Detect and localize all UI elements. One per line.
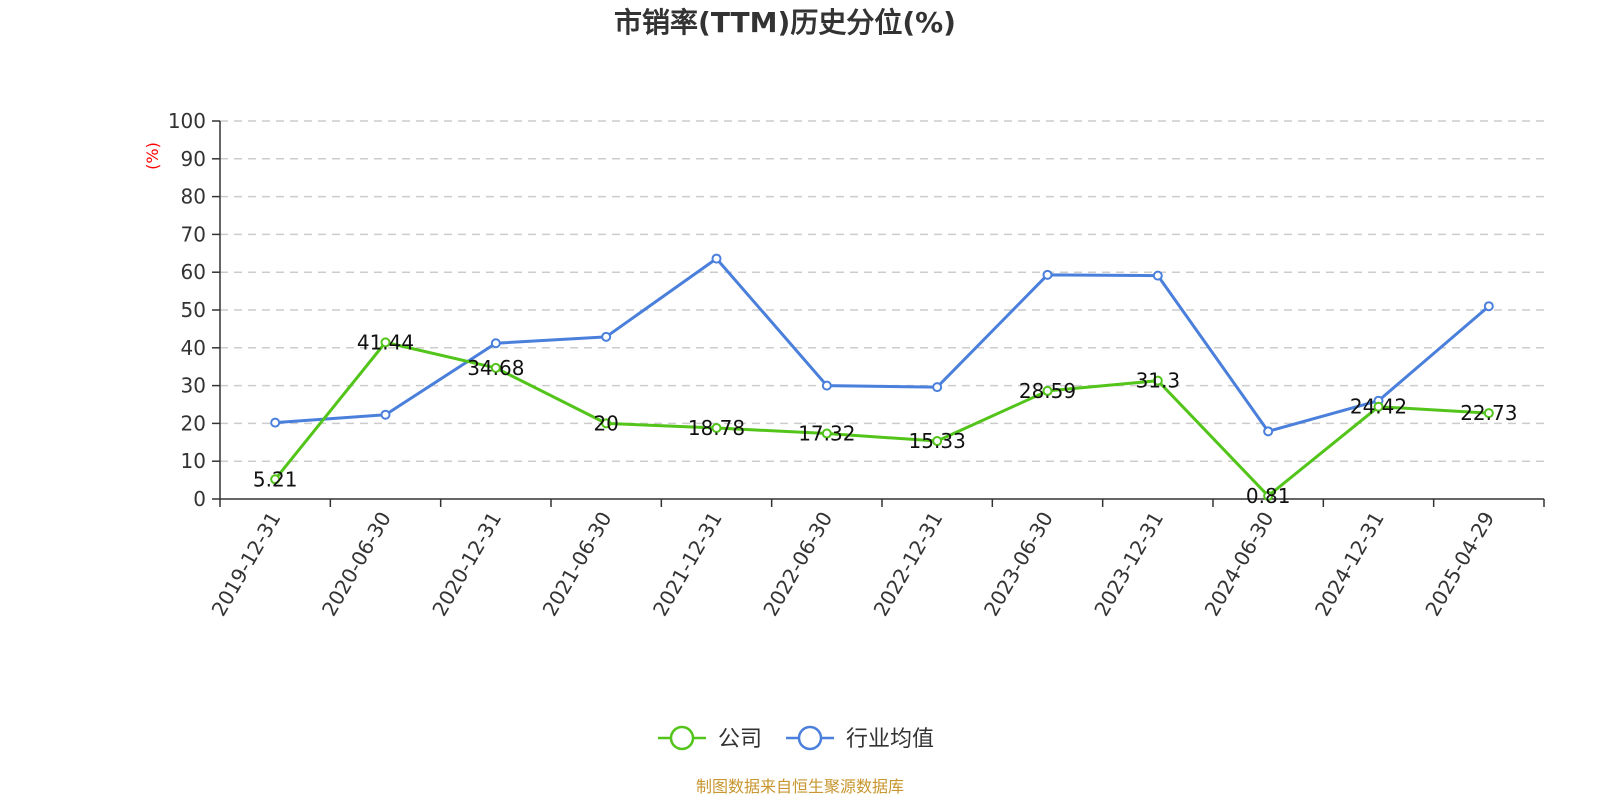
x-tick-label: 2023-12-31 (1089, 508, 1168, 621)
data-point[interactable] (270, 417, 281, 428)
data-point[interactable] (380, 409, 391, 420)
y-tick-label: 20 (181, 411, 206, 435)
data-label: 41.44 (357, 330, 414, 354)
data-point[interactable] (932, 382, 943, 393)
series-line (275, 257, 1490, 433)
y-tick-label: 100 (168, 109, 206, 133)
legend[interactable]: 公司 行业均值 (658, 725, 934, 752)
x-tick-label: 2020-06-30 (317, 508, 396, 621)
x-tick-label: 2020-12-31 (427, 508, 506, 621)
data-point[interactable] (1263, 490, 1274, 501)
data-point[interactable] (1373, 401, 1384, 412)
data-point[interactable] (711, 423, 722, 434)
data-point[interactable] (1152, 375, 1163, 386)
y-tick-label: 50 (181, 298, 206, 322)
y-tick-label: 40 (181, 336, 206, 360)
data-label: 24.42 (1350, 395, 1407, 419)
data-point[interactable] (601, 331, 612, 342)
data-label: 28.59 (1019, 379, 1076, 403)
x-tick-label: 2019-12-31 (207, 508, 286, 621)
x-tick-label: 2022-12-31 (869, 508, 948, 621)
data-point[interactable] (490, 338, 501, 349)
data-label: 0.81 (1246, 484, 1291, 508)
chart-title: 市销率(TTM)历史分位(%) (614, 6, 956, 39)
series-line (273, 340, 1489, 498)
data-point[interactable] (1042, 269, 1053, 280)
y-tick-label: 80 (181, 185, 206, 209)
x-tick-label: 2021-12-31 (648, 508, 727, 621)
data-label: 22.73 (1460, 401, 1517, 425)
data-point[interactable] (380, 337, 391, 348)
data-point[interactable] (821, 380, 832, 391)
data-point[interactable] (932, 436, 943, 447)
data-label: 18.78 (688, 416, 745, 440)
data-label: 34.68 (467, 356, 524, 380)
data-point[interactable] (1263, 426, 1274, 437)
series-layer (270, 253, 1494, 501)
x-tick-label: 2022-06-30 (758, 508, 837, 621)
data-point[interactable] (270, 474, 281, 485)
x-tick-label: 2025-04-29 (1420, 508, 1499, 621)
data-point[interactable] (821, 428, 832, 439)
data-label: 20 (593, 411, 618, 435)
data-point[interactable] (601, 418, 612, 429)
data-point[interactable] (711, 253, 722, 264)
axes: 0 10 20 30 40 50 60 70 80 90 100 2019-12-31 2020-06-… (168, 109, 1545, 621)
x-tick-label: 2024-06-30 (1200, 508, 1279, 621)
y-tick-label: 70 (181, 222, 206, 246)
data-point[interactable] (490, 362, 501, 373)
source-note: 制图数据来自恒生聚源数据库 (696, 777, 904, 796)
legend-label: 公司 (718, 727, 762, 752)
data-labels: 5.21 41.44 34.68 20 18.78 17.32 15.33 28.59 31.3… (253, 330, 1518, 508)
data-point[interactable] (1483, 408, 1494, 419)
y-tick-label: 10 (181, 449, 206, 473)
legend-label: 行业均值 (846, 727, 934, 752)
x-tick-label: 2023-06-30 (979, 508, 1058, 621)
x-tick-label: 2021-06-30 (538, 508, 617, 621)
legend-item[interactable]: 公司 (658, 725, 762, 752)
y-tick-label: 60 (181, 260, 206, 284)
data-point[interactable] (1042, 385, 1053, 396)
data-label: 5.21 (253, 467, 298, 491)
legend-item[interactable]: 行业均值 (786, 725, 934, 752)
legend-marker (669, 725, 695, 751)
y-tick-label: 30 (181, 374, 206, 398)
y-tick-label: 0 (193, 487, 206, 511)
y-tick-label: 90 (181, 147, 206, 171)
data-point[interactable] (1152, 270, 1163, 281)
data-label: 31.3 (1136, 369, 1181, 393)
x-tick-label: 2024-12-31 (1310, 508, 1389, 621)
data-point[interactable] (1483, 301, 1494, 312)
data-label: 17.32 (798, 422, 855, 446)
legend-marker (797, 725, 823, 751)
data-label: 15.33 (909, 429, 966, 453)
y-axis-label: (%) (143, 142, 162, 170)
